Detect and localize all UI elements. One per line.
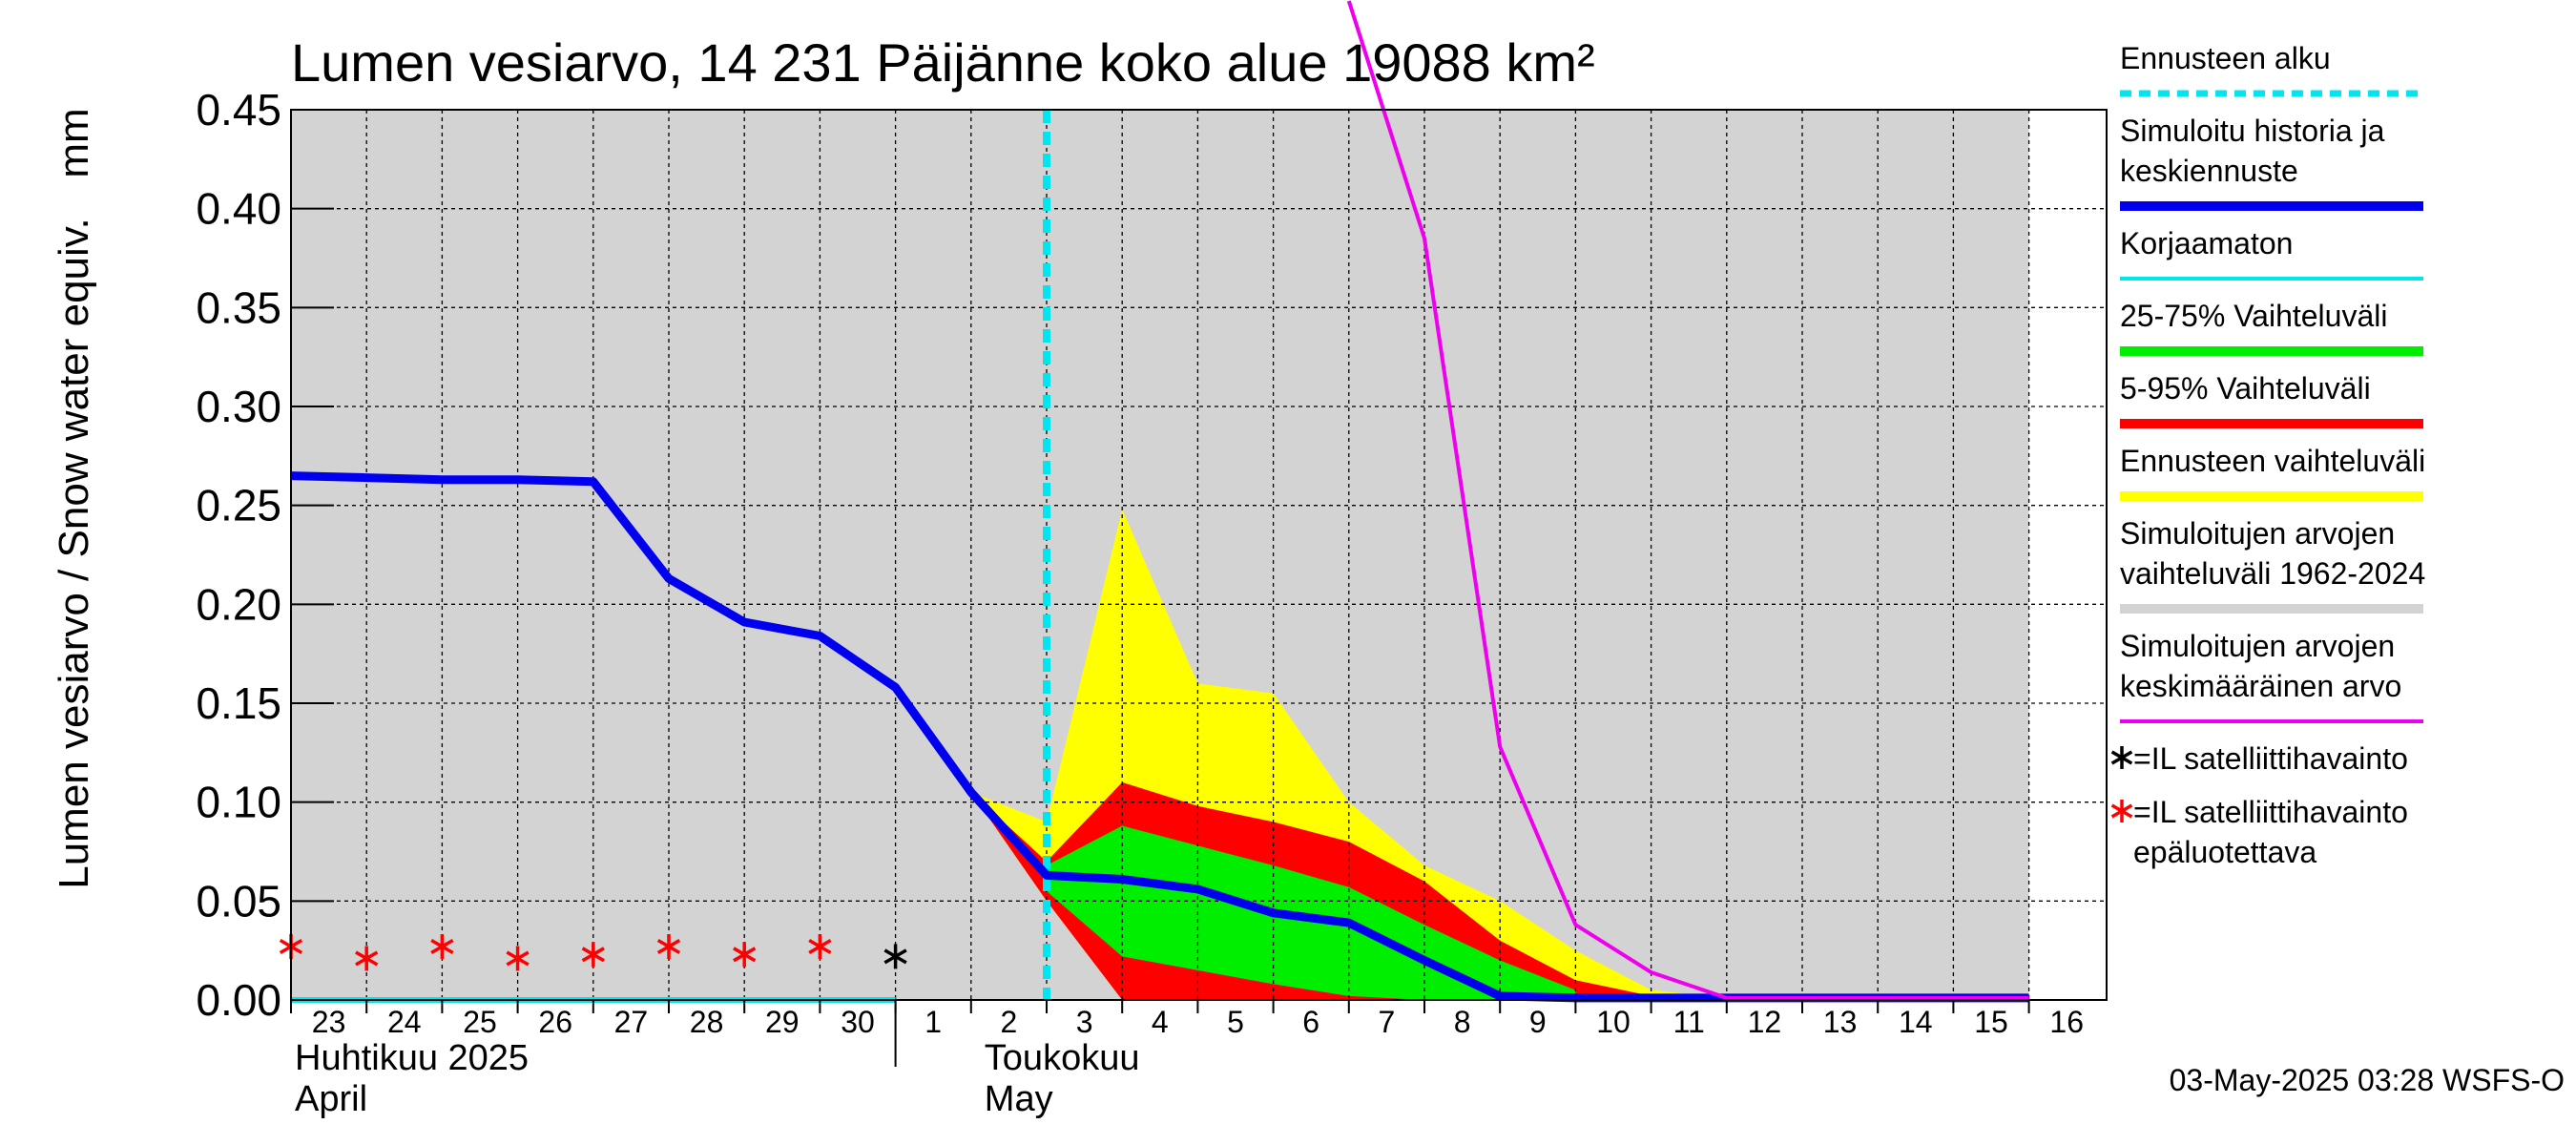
legend-marker xyxy=(2110,800,2133,822)
legend-label: Simuloitu historia ja xyxy=(2120,114,2385,148)
y-tick-label: 0.30 xyxy=(196,382,281,431)
y-tick-label: 0.00 xyxy=(196,975,281,1025)
x-tick-label: 15 xyxy=(1974,1005,2008,1039)
axes: 0.00 0.05 0.10 0.15 0.20 0.25 0.30 0.35 0.40 0.45… xyxy=(196,85,2084,1119)
legend-label: =IL satelliittihavainto xyxy=(2133,741,2408,776)
legend-label: 5-95% Vaihteluväli xyxy=(2120,371,2371,406)
legend-label: Ennusteen alku xyxy=(2120,41,2331,75)
legend-label: epäluotettava xyxy=(2133,835,2316,869)
x-tick-label: 3 xyxy=(1076,1005,1093,1039)
observation-marker xyxy=(656,934,681,960)
legend-label: Ennusteen vaihteluväli xyxy=(2120,444,2425,478)
legend-label: Simuloitujen arvojen xyxy=(2120,516,2395,551)
y-axis-title: Lumen vesiarvo / Snow water equiv. xyxy=(51,218,97,889)
legend-label: keskiennuste xyxy=(2120,154,2298,188)
observation-marker xyxy=(808,934,832,960)
x-tick-label: 14 xyxy=(1899,1005,1933,1039)
legend-label: 25-75% Vaihteluväli xyxy=(2120,299,2387,333)
observation-marker xyxy=(733,942,757,968)
x-tick-label: 6 xyxy=(1302,1005,1319,1039)
legend-marker xyxy=(2110,746,2133,769)
x-tick-label: 8 xyxy=(1454,1005,1471,1039)
legend-label: Korjaamaton xyxy=(2120,226,2293,260)
series-simuloitu-historia-ja-keskiennuste xyxy=(290,471,2029,1003)
x-tick-label: 29 xyxy=(765,1005,800,1039)
y-tick-label: 0.15 xyxy=(196,678,281,728)
x-tick-label: 27 xyxy=(614,1005,649,1039)
plot-area xyxy=(279,0,2108,1003)
month-label-fi: Huhtikuu 2025 xyxy=(295,1038,529,1078)
legend-label: Simuloitujen arvojen xyxy=(2120,629,2395,663)
x-tick-label: 4 xyxy=(1152,1005,1169,1039)
observation-marker xyxy=(430,934,454,960)
chart-title: Lumen vesiarvo, 14 231 Päijänne koko alu… xyxy=(291,32,1595,93)
y-tick-label: 0.35 xyxy=(196,282,281,332)
x-tick-label: 12 xyxy=(1748,1005,1782,1039)
y-tick-label: 0.45 xyxy=(196,85,281,135)
timestamp-footer: 03-May-2025 03:28 WSFS-O xyxy=(2170,1063,2565,1097)
x-tick-label: 1 xyxy=(924,1005,942,1039)
observation-marker xyxy=(506,946,530,971)
legend: Ennusteen alku Simuloitu historia ja keski… xyxy=(2110,41,2425,869)
legend-label: =IL satelliittihavainto xyxy=(2133,795,2408,829)
band-simuloitujen-arvojen-vaihteluvali-1962-2024 xyxy=(291,110,2029,1000)
plot-frame xyxy=(290,109,2108,1001)
band-25-75-vaihteluvali xyxy=(1047,825,1576,1000)
x-tick-label: 16 xyxy=(2049,1005,2084,1039)
observation-marker xyxy=(355,946,379,971)
x-tick-label: 7 xyxy=(1379,1005,1396,1039)
y-tick-label: 0.40 xyxy=(196,184,281,234)
y-tick-label: 0.10 xyxy=(196,778,281,827)
y-axis-unit: mm xyxy=(51,108,97,177)
observation-marker xyxy=(581,942,605,968)
series-simuloitujen-arvojen-keskimaarainen-arvo xyxy=(1346,0,2029,1000)
x-tick-label: 9 xyxy=(1529,1005,1547,1039)
x-tick-label: 10 xyxy=(1596,1005,1631,1039)
x-tick-label: 24 xyxy=(387,1005,422,1039)
month-label-en: May xyxy=(985,1079,1053,1119)
legend-label: vaihteluväli 1962-2024 xyxy=(2120,556,2425,591)
x-tick-label: 23 xyxy=(312,1005,346,1039)
legend-label: keskimääräinen arvo xyxy=(2120,669,2401,703)
month-label-en: April xyxy=(295,1079,367,1119)
y-tick-label: 0.05 xyxy=(196,876,281,926)
x-tick-label: 11 xyxy=(1673,1005,1705,1039)
x-tick-label: 28 xyxy=(690,1005,724,1039)
x-tick-label: 2 xyxy=(1001,1005,1018,1039)
y-tick-label: 0.25 xyxy=(196,481,281,531)
x-tick-label: 25 xyxy=(463,1005,497,1039)
x-tick-label: 26 xyxy=(538,1005,572,1039)
x-tick-label: 13 xyxy=(1823,1005,1858,1039)
x-tick-label: 30 xyxy=(841,1005,875,1039)
y-tick-label: 0.20 xyxy=(196,579,281,629)
observation-marker xyxy=(883,944,907,969)
month-label-fi: Toukokuu xyxy=(985,1038,1140,1078)
x-tick-label: 5 xyxy=(1227,1005,1244,1039)
